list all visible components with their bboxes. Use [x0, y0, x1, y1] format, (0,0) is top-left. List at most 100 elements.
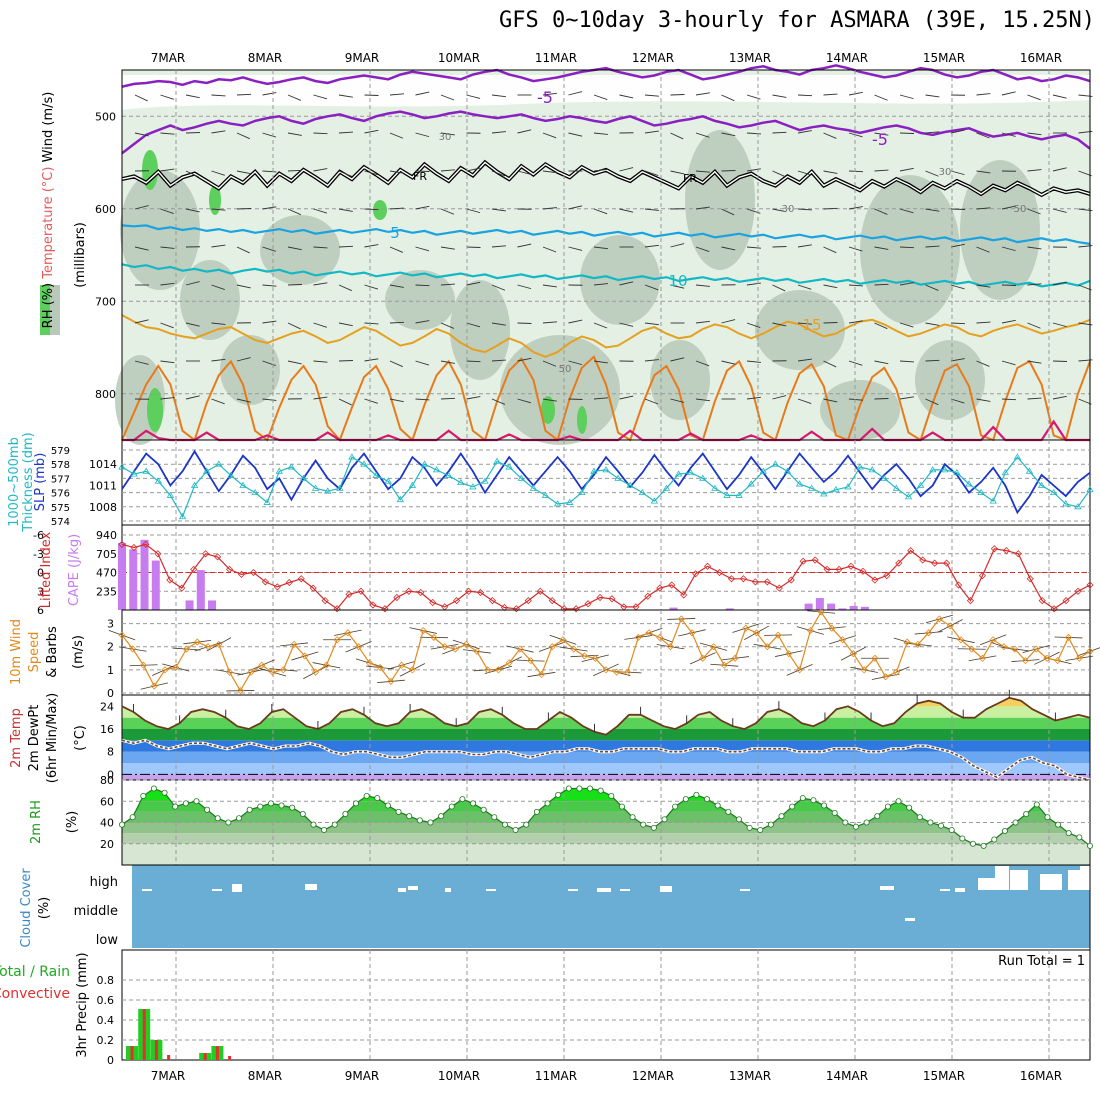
wind-barb [236, 284, 251, 289]
wind-barb [415, 132, 430, 138]
slp-line [121, 449, 1091, 515]
wind-barb [593, 397, 608, 400]
wind-barb [211, 284, 225, 290]
wind-barb [211, 208, 226, 211]
li-tick-label: -6 [33, 529, 44, 542]
wind-barb [185, 281, 200, 286]
wind-tick-label: 3 [107, 618, 114, 631]
wind-barb [134, 246, 149, 251]
temperature-contour-m5a [121, 64, 1091, 88]
temperature-contour-t5 [121, 224, 1091, 245]
rh2m-point [1033, 801, 1040, 808]
wind-speed-point [494, 666, 503, 674]
wind-speed-point [290, 640, 298, 648]
wind-speed-point [806, 626, 814, 635]
wind-barb [1027, 169, 1042, 172]
rh2m-point [1076, 834, 1083, 841]
wind-barb [440, 360, 455, 364]
rh2m-point [438, 813, 445, 820]
wind-barb [236, 132, 250, 140]
wind-barb [721, 132, 736, 137]
pressure-tick-label: 600 [95, 203, 116, 216]
thickness-point [1037, 481, 1046, 488]
wind-barb [950, 170, 965, 176]
wind-barb [721, 360, 736, 365]
minmax-ylabel: (6hr Min/Max) [45, 693, 60, 783]
wind-barb [389, 93, 404, 96]
wind-speed-point [247, 668, 255, 676]
rh2m-unit: (%) [65, 811, 80, 834]
wind-barb [364, 284, 379, 290]
wind-barb [364, 244, 379, 248]
wind-barb [389, 207, 404, 210]
contour-label: 10 [668, 272, 687, 290]
wind-barb [848, 170, 864, 173]
li-tick-label: -3 [33, 548, 44, 561]
wind-speed-point [1054, 657, 1062, 665]
wind-barb [721, 246, 736, 251]
lifted-index-point [871, 576, 879, 584]
wind-barb [772, 131, 787, 134]
date-label-bottom: 7MAR [151, 1069, 186, 1083]
wind-speed-point [666, 643, 675, 651]
cloud-ylabel: Cloud Cover [19, 868, 34, 948]
contour-label: 50 [1014, 204, 1027, 215]
thickness-tick-label: 575 [51, 503, 70, 514]
date-label-bottom: 9MAR [345, 1069, 380, 1083]
lifted-index-point [990, 545, 998, 553]
lifted-index-point [978, 572, 987, 580]
wind-barb [644, 284, 659, 291]
wind-barb [517, 398, 532, 404]
wind-barb [976, 321, 991, 324]
wind-barb [211, 322, 226, 325]
rh-humid-area [220, 335, 280, 405]
thickness-point [941, 466, 949, 473]
wind-barb [568, 360, 583, 366]
wind-speed-point [731, 654, 739, 662]
wind-barb [466, 167, 481, 172]
thickness-point [892, 484, 901, 491]
wind-barb [1001, 246, 1016, 252]
wind-speed-point [236, 687, 244, 695]
rh-humid-area [915, 340, 985, 420]
lifted-index-point [1086, 581, 1094, 589]
wind-barb [823, 284, 838, 289]
rh2m-point [874, 813, 881, 820]
rh2m-point [608, 792, 615, 799]
wind-speed-point [441, 643, 449, 651]
rh-humid-area [120, 170, 200, 290]
wind-barb [338, 131, 353, 134]
wind-barb [542, 207, 557, 210]
rh2m-point [544, 800, 551, 807]
lifted-index-point [285, 578, 293, 587]
wind-barb [389, 321, 405, 324]
wind-speed-point [387, 677, 395, 685]
rh-humid-area [755, 290, 845, 370]
rh2m-unit-part: (%) [65, 811, 80, 834]
thickness-point [505, 463, 513, 470]
wind-barb [976, 132, 990, 139]
wind-barb [1052, 322, 1067, 328]
wind-barb [211, 94, 226, 97]
wind-barb [491, 131, 506, 134]
thickness-point [578, 488, 586, 495]
cloud-gap [955, 888, 965, 892]
wind-speed-point [430, 633, 438, 642]
thickness-ylabel-part: 1000~500mb [7, 437, 22, 527]
wind-barb [823, 246, 837, 254]
rh2m-point [714, 802, 721, 809]
rh2m-point [182, 800, 189, 807]
cloud-gap [880, 886, 894, 890]
upper-air-panel: 500 600 700 800 -5 -5 FR FR 5 10 15 30 30 30 50 50 RH (%… [40, 64, 1093, 445]
thickness-point [1074, 503, 1082, 510]
contour-label: 30 [782, 204, 795, 215]
wind-barb [1078, 170, 1092, 177]
cloud-gap [1040, 874, 1062, 890]
wind-barb [823, 207, 838, 210]
wind-barb [695, 170, 710, 173]
wind-barb [415, 91, 430, 96]
wind-barb [593, 132, 608, 135]
wind-barb [1027, 360, 1042, 364]
wind-speed-point [462, 640, 470, 648]
wind-barb [160, 282, 175, 286]
